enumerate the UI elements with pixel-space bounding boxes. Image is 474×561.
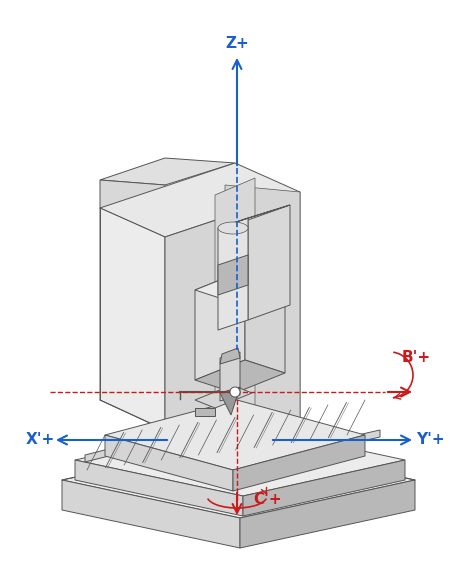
Polygon shape xyxy=(295,430,380,456)
Polygon shape xyxy=(62,480,240,548)
Polygon shape xyxy=(100,208,165,430)
Polygon shape xyxy=(195,360,285,393)
Text: Y'+: Y'+ xyxy=(416,433,444,448)
Polygon shape xyxy=(195,385,252,408)
Polygon shape xyxy=(100,180,165,237)
Polygon shape xyxy=(195,270,245,380)
Polygon shape xyxy=(75,424,405,496)
Polygon shape xyxy=(195,408,215,416)
Polygon shape xyxy=(215,178,255,432)
Polygon shape xyxy=(85,436,160,462)
Polygon shape xyxy=(100,163,300,237)
Polygon shape xyxy=(245,270,285,373)
Polygon shape xyxy=(233,435,365,491)
Polygon shape xyxy=(248,205,290,320)
Ellipse shape xyxy=(218,222,248,234)
Text: B'+: B'+ xyxy=(401,351,430,366)
Polygon shape xyxy=(240,480,415,548)
Text: X'+: X'+ xyxy=(26,433,55,448)
Text: Z+: Z+ xyxy=(225,35,249,50)
Circle shape xyxy=(230,387,240,397)
Polygon shape xyxy=(105,435,233,491)
Polygon shape xyxy=(165,192,300,430)
Polygon shape xyxy=(243,460,405,516)
Polygon shape xyxy=(100,158,235,185)
Polygon shape xyxy=(218,205,290,228)
Polygon shape xyxy=(195,270,285,303)
Polygon shape xyxy=(225,185,300,425)
Polygon shape xyxy=(218,255,248,295)
Polygon shape xyxy=(218,218,248,330)
Polygon shape xyxy=(62,442,415,518)
Polygon shape xyxy=(220,387,240,415)
Polygon shape xyxy=(220,352,240,401)
Polygon shape xyxy=(220,348,240,364)
Text: C'+: C'+ xyxy=(254,491,283,507)
Polygon shape xyxy=(75,460,243,516)
Polygon shape xyxy=(105,400,365,470)
